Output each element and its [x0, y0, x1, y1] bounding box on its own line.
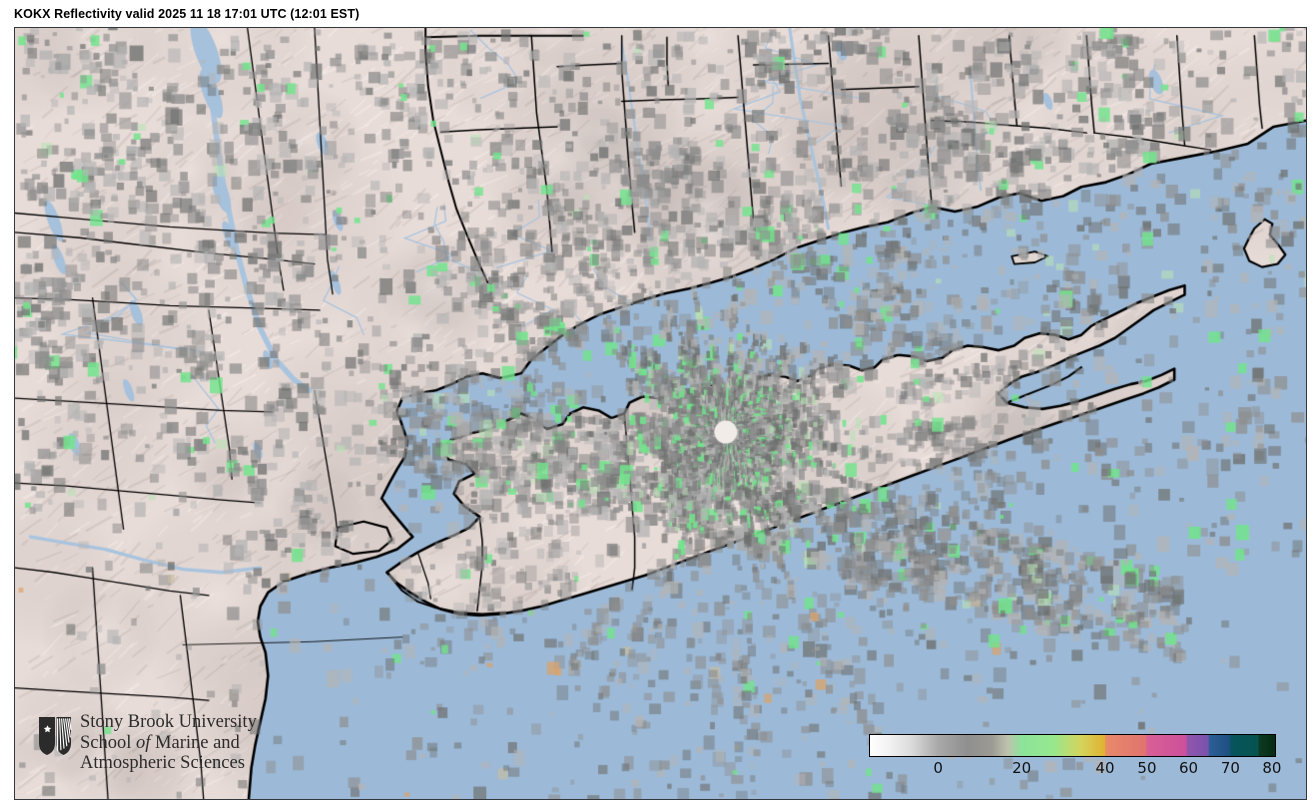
colorbar-tick-0: 0	[933, 759, 943, 777]
colorbar-gradient	[870, 735, 1275, 756]
page-title: KOKX Reflectivity valid 2025 11 18 17:01…	[14, 7, 360, 21]
colorbar-tick-20: 20	[1012, 759, 1032, 777]
colorbar-tick-40: 40	[1095, 759, 1115, 777]
reflectivity-colorbar: 0 20 40 50 60 70 80	[869, 734, 1281, 783]
radar-map-panel[interactable]	[14, 27, 1307, 800]
colorbar-tick-labels: 0 20 40 50 60 70 80	[869, 757, 1281, 783]
colorbar-tick-50: 50	[1137, 759, 1157, 777]
colorbar-tick-80: 80	[1262, 759, 1282, 777]
radar-map-canvas[interactable]	[15, 28, 1306, 799]
colorbar-tick-70: 70	[1220, 759, 1240, 777]
colorbar-swatch	[869, 734, 1276, 757]
colorbar-tick-60: 60	[1178, 759, 1199, 777]
